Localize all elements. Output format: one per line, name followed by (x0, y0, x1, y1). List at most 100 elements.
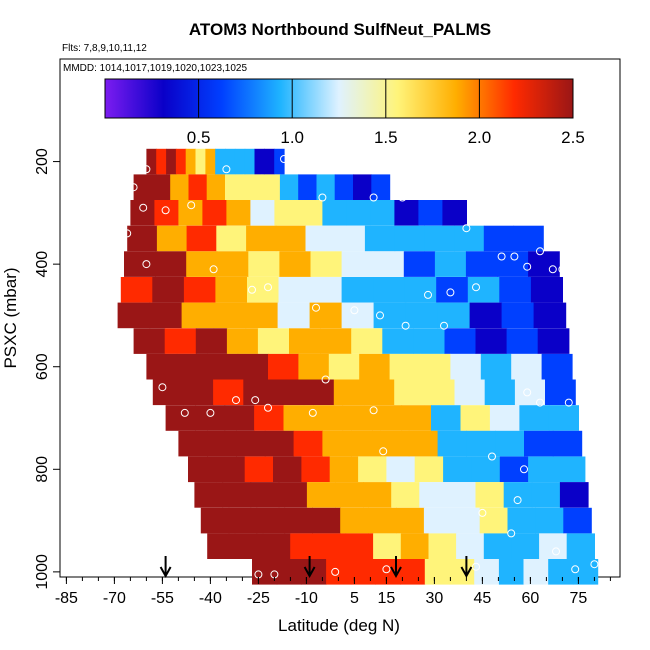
heatmap-cell (165, 405, 196, 431)
sample-point (142, 260, 151, 269)
heatmap-cell (188, 174, 208, 200)
heatmap-cell (524, 430, 554, 457)
x-tick-label: 30 (426, 590, 444, 607)
heatmap-cell (501, 302, 535, 329)
sample-point (398, 193, 407, 202)
heatmap-cell (268, 353, 299, 380)
heatmap-cell (194, 482, 224, 508)
heatmap-cell (359, 353, 391, 380)
heatmap-cell (404, 277, 437, 303)
heatmap-cell (322, 200, 347, 226)
y-tick-label: 1000 (34, 554, 51, 590)
heatmap-cell (434, 251, 467, 277)
heatmap-cell (274, 148, 285, 175)
heatmap-cell (250, 482, 280, 508)
heatmap-cell (117, 302, 151, 329)
heatmap-row (133, 174, 391, 200)
heatmap-cell (186, 225, 217, 252)
sample-point (331, 567, 340, 576)
heatmap-cell (306, 482, 336, 508)
sample-point (536, 398, 544, 407)
heatmap-cell (188, 456, 217, 483)
heatmap-cell (400, 533, 430, 559)
sample-point (308, 408, 317, 417)
heatmap-cell (431, 405, 462, 431)
heatmap-cell (254, 148, 265, 175)
heatmap-cell (394, 200, 419, 226)
heatmap-cell (213, 379, 244, 406)
heatmap-cell (234, 533, 264, 559)
sample-point (280, 155, 288, 163)
sample-point (564, 398, 573, 407)
heatmap-cell (519, 405, 550, 431)
heatmap-cell (341, 302, 375, 329)
heatmap-cell (548, 405, 579, 431)
x-tick-label: -85 (55, 590, 78, 607)
sample-point (590, 560, 599, 569)
colorbar-gradient (104, 78, 574, 119)
heatmap-cell (443, 456, 472, 483)
heatmap-cell (237, 353, 269, 380)
heatmap-cell (499, 456, 529, 483)
heatmap-cell (250, 200, 275, 226)
heatmap-cell (405, 302, 439, 329)
heatmap-cell (248, 251, 280, 277)
heatmap-cell (394, 379, 425, 406)
arrow-head (460, 566, 473, 579)
heatmap-cell (152, 277, 185, 303)
heatmap-cell (289, 328, 321, 354)
heatmap-cell (364, 379, 395, 406)
heatmap-cell (213, 302, 247, 329)
heatmap-cell (474, 559, 500, 585)
sample-point (123, 229, 132, 238)
heatmap-cell (133, 174, 153, 200)
sample-point (232, 396, 240, 405)
flights-note: Flts: 7,8,9,10,11,12 (62, 43, 147, 54)
sample-point (158, 383, 167, 392)
down-arrow (303, 556, 316, 579)
colorbar (104, 78, 574, 119)
colorbar-tick-label: 2.0 (468, 128, 492, 147)
heatmap-row (165, 405, 579, 431)
heatmap-row (124, 251, 560, 277)
heatmap-cell (539, 533, 568, 559)
heatmap-cell (185, 148, 197, 175)
heatmap-cell (454, 379, 486, 406)
heatmap-cell (243, 174, 263, 200)
heatmap-cell (333, 379, 365, 406)
x-tick-label: -70 (103, 590, 126, 607)
arrow-head (303, 566, 316, 579)
heatmap-cell (156, 225, 188, 252)
heatmap-cell (156, 148, 167, 175)
heatmap-cell (305, 225, 336, 252)
sample-point (382, 565, 391, 574)
sample-points (123, 155, 599, 579)
heatmap-cell (471, 456, 501, 483)
sample-point (472, 283, 480, 292)
heatmap-cell (523, 559, 549, 585)
heatmap-cell (358, 456, 387, 483)
heatmap-cell (175, 148, 187, 175)
x-tick-label: 60 (522, 590, 540, 607)
heatmap-cell (469, 302, 503, 329)
heatmap-cell (552, 430, 583, 457)
heatmap-cell (394, 225, 425, 252)
heatmap-cell (244, 456, 274, 483)
heatmap-cell (202, 200, 227, 226)
heatmap-cell (548, 559, 574, 585)
heatmap-cell (396, 507, 425, 534)
heatmap-cell (424, 379, 456, 406)
heatmap-cell (183, 277, 216, 303)
heatmap-cell (456, 533, 485, 559)
heatmap-row (117, 302, 567, 329)
heatmap-cell (466, 430, 496, 457)
heatmap-cell (146, 353, 178, 380)
x-axis: -85 -70 -55 -40 -25 -10 5 15 30 45 60 75 (55, 577, 611, 607)
heatmap-cell (537, 328, 570, 354)
heatmap-cell (391, 482, 420, 508)
heatmap-cell (228, 507, 258, 534)
heatmap-cell (310, 277, 343, 303)
heatmap-cell (451, 507, 481, 534)
heatmap-cell (545, 379, 576, 406)
